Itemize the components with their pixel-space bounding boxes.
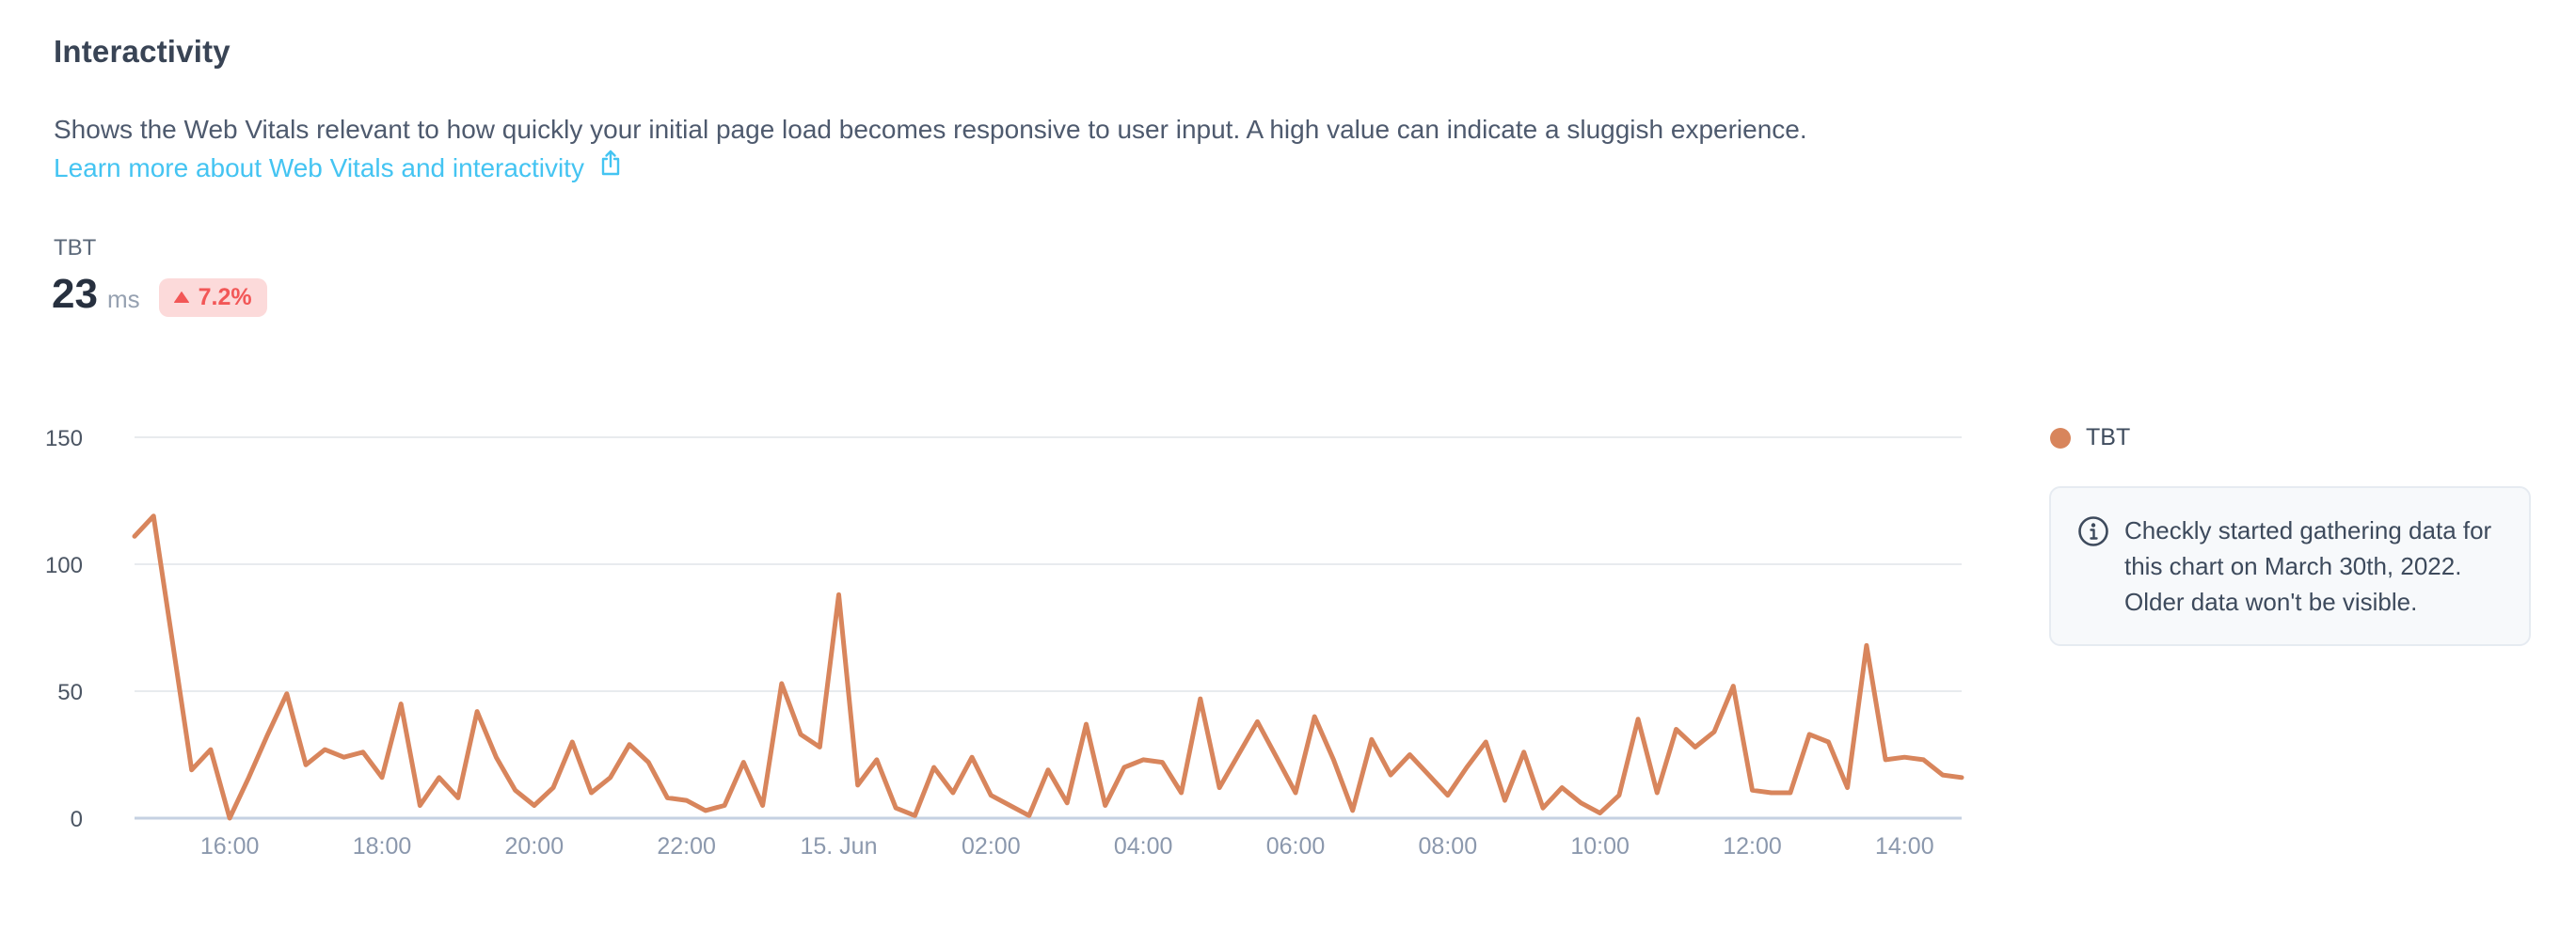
x-axis-label: 02:00 — [962, 833, 1021, 860]
legend-label: TBT — [2086, 424, 2131, 450]
metric-row: 23 ms 7.2% — [52, 271, 267, 318]
legend-dot-icon — [2050, 427, 2071, 449]
x-axis-label: 22:00 — [657, 833, 716, 860]
x-axis-label: 15. Jun — [800, 833, 877, 860]
page-title: Interactivity — [54, 34, 231, 69]
metric-value: 23 — [52, 271, 98, 317]
metric-unit: ms — [106, 284, 140, 313]
y-axis-label-0: 0 — [71, 807, 83, 832]
external-share-icon — [597, 150, 624, 183]
tbt-series-line — [132, 513, 1964, 821]
metric-label: TBT — [54, 235, 97, 260]
learn-more-link[interactable]: Learn more about Web Vitals and interact… — [54, 150, 624, 183]
page-description: Shows the Web Vitals relevant to how qui… — [54, 115, 1807, 144]
x-axis-label: 04:00 — [1114, 833, 1173, 860]
x-axis-label: 12:00 — [1723, 833, 1782, 860]
delta-value: 7.2% — [198, 283, 252, 310]
delta-badge: 7.2% — [158, 277, 267, 317]
info-note-text: Checkly started gathering data for this … — [2124, 516, 2492, 616]
y-axis-label-50: 50 — [57, 680, 83, 705]
triangle-up-icon — [173, 292, 189, 303]
learn-more-link-label: Learn more about Web Vitals and interact… — [54, 152, 584, 182]
x-axis-label: 08:00 — [1419, 833, 1478, 860]
x-axis-label: 16:00 — [200, 833, 260, 860]
x-axis-label: 10:00 — [1570, 833, 1630, 860]
y-axis-label-100: 100 — [45, 553, 83, 578]
x-axis-label: 06:00 — [1266, 833, 1326, 860]
info-circle-icon — [2077, 515, 2109, 620]
chart-canvas[interactable]: 150 100 50 0 16:00 18:00 20:00 22:00 15. Jun 02:0… — [0, 414, 2032, 865]
y-axis-label-150: 150 — [45, 426, 83, 451]
x-axis-label: 18:00 — [353, 833, 412, 860]
tbt-chart[interactable]: 150 100 50 0 16:00 18:00 20:00 22:00 15. Jun 02:0… — [0, 414, 2032, 865]
legend-item-tbt[interactable]: TBT — [2050, 424, 2130, 451]
x-axis-label: 14:00 — [1875, 833, 1934, 860]
info-note-card: Checkly started gathering data for this … — [2049, 486, 2531, 646]
x-axis-label: 20:00 — [505, 833, 564, 860]
